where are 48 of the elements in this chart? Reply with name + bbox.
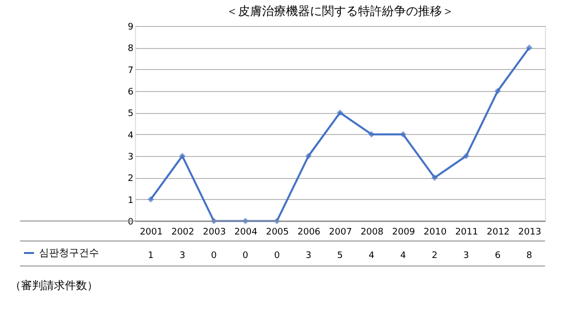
y-tick-label: 6 [128, 88, 134, 98]
point [400, 131, 406, 138]
x-tick-label: 2008 [360, 228, 384, 238]
x-tick-label: 2004 [234, 228, 258, 238]
data-label: 4 [368, 251, 375, 261]
chart-title: ＜皮膚治療機器に関する特許紛争の推移＞ [226, 4, 454, 18]
data-label: 3 [179, 251, 186, 261]
data-label: 5 [337, 251, 343, 261]
data-label: 3 [306, 251, 312, 261]
data-label: 4 [400, 251, 406, 261]
point [148, 196, 154, 202]
point [305, 152, 312, 160]
x-tick-label: 2009 [392, 228, 416, 238]
data-label: 1 [148, 251, 154, 261]
point [368, 131, 375, 138]
x-tick-label: 2010 [424, 228, 447, 238]
x-tick-label: 2006 [298, 228, 321, 238]
point [494, 88, 501, 94]
data-label: 6 [494, 251, 501, 261]
point [526, 44, 532, 51]
x-tick-label: 2002 [171, 228, 194, 238]
y-tick-label: 3 [128, 152, 134, 162]
point [179, 152, 186, 160]
y-tick-label: 2 [128, 174, 134, 184]
x-tick-label: 2011 [455, 228, 478, 238]
legend-label: 심판청구건수 [39, 248, 99, 259]
x-tick-label: 2005 [266, 228, 289, 238]
y-tick-label: 8 [128, 44, 134, 54]
y-tick-label: 4 [128, 130, 134, 141]
point [431, 174, 438, 181]
data-label: 2 [432, 251, 438, 261]
data-label: 0 [274, 251, 280, 261]
x-tick-label: 2003 [202, 228, 226, 238]
x-tick-label: 2007 [329, 228, 352, 238]
y-tick-label: 1 [128, 196, 134, 206]
point [336, 110, 344, 116]
data-label: 8 [526, 251, 532, 261]
x-tick-label: 2001 [140, 228, 163, 238]
point [462, 152, 470, 160]
data-label: 3 [463, 251, 470, 261]
data-label: 0 [210, 251, 217, 261]
y-tick-label: 7 [128, 66, 134, 76]
x-tick-label: 2012 [486, 228, 510, 238]
text: （審判請求件数） [10, 279, 98, 292]
data-label: 0 [242, 251, 249, 261]
y-tick-label: 9 [128, 22, 134, 32]
y-tick-label: 5 [128, 109, 134, 120]
x-tick-label: 2013 [518, 228, 542, 238]
